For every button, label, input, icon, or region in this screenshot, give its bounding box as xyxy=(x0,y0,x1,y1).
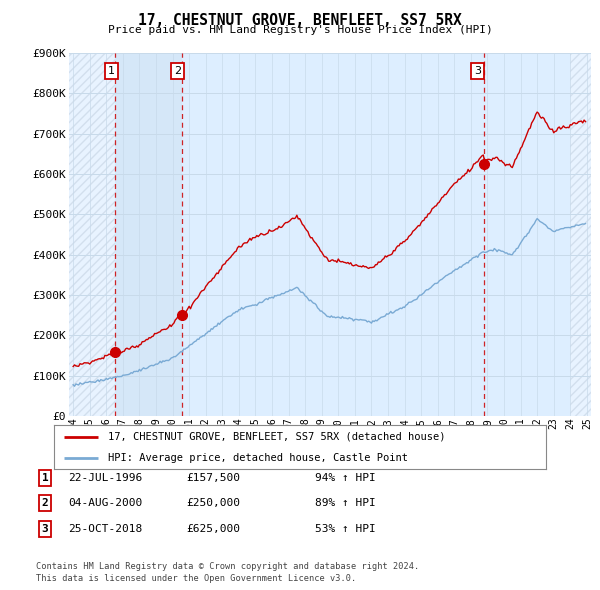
Bar xyxy=(570,53,591,416)
Text: £157,500: £157,500 xyxy=(186,473,240,483)
Text: 2: 2 xyxy=(41,499,49,508)
Text: Contains HM Land Registry data © Crown copyright and database right 2024.: Contains HM Land Registry data © Crown c… xyxy=(36,562,419,571)
Text: 94% ↑ HPI: 94% ↑ HPI xyxy=(315,473,376,483)
Text: 3: 3 xyxy=(474,66,481,76)
Text: 2: 2 xyxy=(174,66,181,76)
Text: 89% ↑ HPI: 89% ↑ HPI xyxy=(315,499,376,508)
Text: Price paid vs. HM Land Registry's House Price Index (HPI): Price paid vs. HM Land Registry's House … xyxy=(107,25,493,35)
Text: £250,000: £250,000 xyxy=(186,499,240,508)
Text: 17, CHESTNUT GROVE, BENFLEET, SS7 5RX (detached house): 17, CHESTNUT GROVE, BENFLEET, SS7 5RX (d… xyxy=(108,432,446,442)
Bar xyxy=(115,53,182,416)
Text: 25-OCT-2018: 25-OCT-2018 xyxy=(68,525,142,534)
Text: 22-JUL-1996: 22-JUL-1996 xyxy=(68,473,142,483)
Text: 1: 1 xyxy=(41,473,49,483)
Text: HPI: Average price, detached house, Castle Point: HPI: Average price, detached house, Cast… xyxy=(108,453,408,463)
Text: 04-AUG-2000: 04-AUG-2000 xyxy=(68,499,142,508)
Bar xyxy=(69,53,115,416)
Text: 17, CHESTNUT GROVE, BENFLEET, SS7 5RX: 17, CHESTNUT GROVE, BENFLEET, SS7 5RX xyxy=(138,13,462,28)
Text: This data is licensed under the Open Government Licence v3.0.: This data is licensed under the Open Gov… xyxy=(36,574,356,583)
Text: 1: 1 xyxy=(108,66,115,76)
Text: 53% ↑ HPI: 53% ↑ HPI xyxy=(315,525,376,534)
Text: £625,000: £625,000 xyxy=(186,525,240,534)
Text: 3: 3 xyxy=(41,525,49,534)
